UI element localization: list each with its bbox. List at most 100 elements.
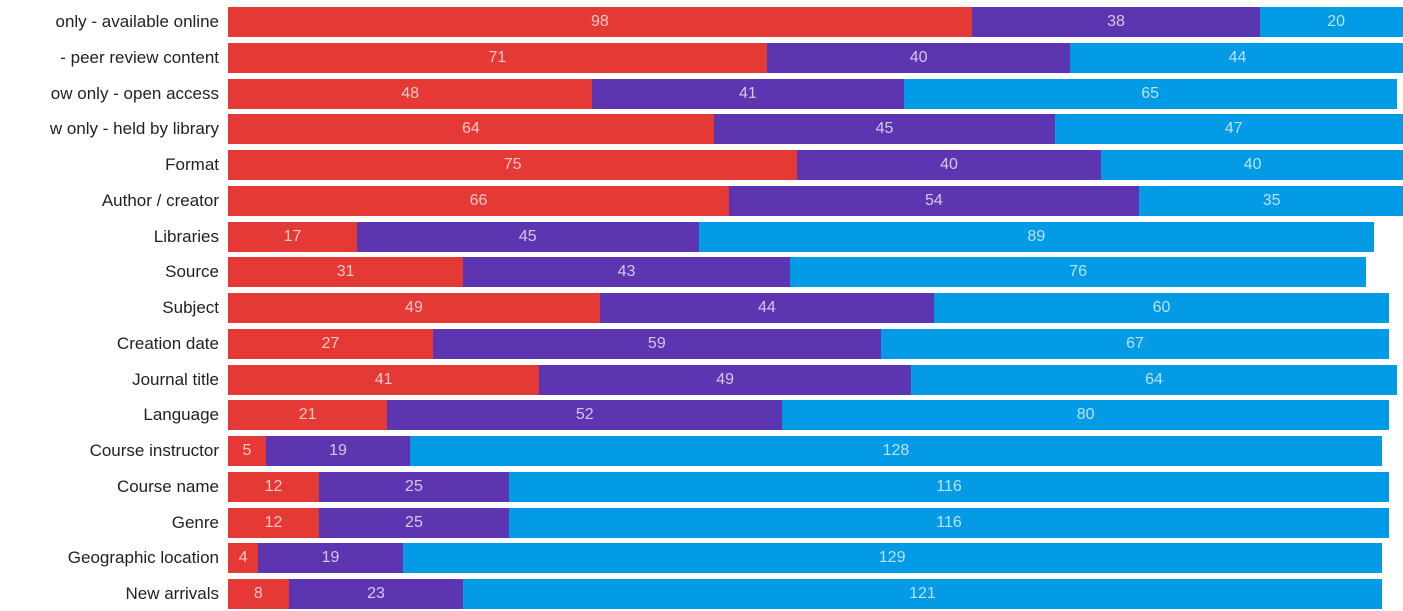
data-label: 64 xyxy=(461,120,480,138)
bar-segment-series-2 xyxy=(599,293,934,323)
data-label: 66 xyxy=(469,191,488,209)
data-label: 48 xyxy=(401,84,420,102)
category-label: Source xyxy=(165,262,219,282)
data-label: 89 xyxy=(1027,227,1046,245)
bar-segment-series-2 xyxy=(713,114,1056,145)
data-label: 27 xyxy=(321,334,340,352)
bar-segment-series-3 xyxy=(1100,150,1403,180)
bar-segment-series-2 xyxy=(797,150,1101,180)
data-label: 60 xyxy=(1152,299,1171,316)
data-label: 121 xyxy=(909,585,936,602)
bar-segment-series-3 xyxy=(698,221,1375,252)
data-label: 76 xyxy=(1069,263,1087,281)
data-label: 80 xyxy=(1076,406,1095,424)
data-label: 5 xyxy=(242,442,252,459)
data-label: 44 xyxy=(1228,48,1247,66)
data-label: 19 xyxy=(329,442,347,459)
bar-segment-series-3 xyxy=(1070,42,1403,73)
data-label: 49 xyxy=(716,370,735,388)
bar-segment-series-1 xyxy=(228,328,433,359)
bar-segment-series-3 xyxy=(782,400,1390,431)
data-label: 41 xyxy=(739,84,757,102)
bar-segment-series-3 xyxy=(508,507,1390,538)
data-label: 12 xyxy=(264,513,283,531)
data-label: 40 xyxy=(1243,156,1262,173)
bar-segment-series-1 xyxy=(228,7,972,37)
bar-segment-series-1 xyxy=(228,543,259,574)
bar-segment-series-1 xyxy=(228,293,600,323)
data-label: 52 xyxy=(575,406,594,424)
data-label: 41 xyxy=(374,370,393,388)
data-label: 43 xyxy=(617,263,636,281)
bar-segment-series-3 xyxy=(880,328,1390,359)
data-label: 4 xyxy=(238,549,248,567)
bar-segment-series-3 xyxy=(1138,185,1403,216)
category-label: Course name xyxy=(116,476,219,496)
bar-segment-series-1 xyxy=(228,42,767,73)
bar-segment-series-1 xyxy=(228,471,320,502)
data-label: 45 xyxy=(875,120,894,138)
category-label: Creation date xyxy=(116,333,219,353)
bar-segment-series-1 xyxy=(228,400,388,431)
data-label: 116 xyxy=(936,513,962,531)
bar-segment-series-1 xyxy=(228,507,320,538)
data-label: 47 xyxy=(1224,120,1243,138)
data-label: 129 xyxy=(878,549,906,567)
data-label: 17 xyxy=(283,227,302,245)
data-label: 44 xyxy=(757,299,776,316)
bar-segment-series-2 xyxy=(387,400,783,431)
bar-segment-series-3 xyxy=(789,257,1367,288)
category-label: Format xyxy=(165,155,219,174)
bar-segment-series-2 xyxy=(592,78,904,109)
category-label: Genre xyxy=(171,512,219,532)
bar-segment-series-2 xyxy=(766,42,1071,73)
category-label: Author / creator xyxy=(101,190,219,210)
data-label: 38 xyxy=(1107,13,1125,30)
bar-segment-series-3 xyxy=(903,78,1397,109)
bar-segment-series-1 xyxy=(228,221,358,252)
data-label: 8 xyxy=(253,585,263,602)
bar-segment-series-3 xyxy=(402,543,1382,574)
bar-segment-series-1 xyxy=(228,579,289,609)
category-label: ow only - open access xyxy=(50,83,219,103)
data-label: 31 xyxy=(336,263,355,281)
data-label: 25 xyxy=(405,477,423,495)
data-label: 23 xyxy=(367,585,385,602)
bar-segment-series-1 xyxy=(228,78,593,109)
bar-segment-series-1 xyxy=(228,364,540,395)
data-label: 45 xyxy=(518,227,537,245)
data-label: 20 xyxy=(1327,13,1346,30)
data-label: 75 xyxy=(503,156,522,173)
bar-segment-series-2 xyxy=(288,579,464,609)
bar-segment-series-1 xyxy=(228,114,714,145)
category-label: Language xyxy=(143,405,219,425)
data-label: 64 xyxy=(1145,370,1163,388)
data-label: 116 xyxy=(936,477,962,495)
bar-segment-series-1 xyxy=(228,436,266,466)
category-label: - peer review content xyxy=(60,47,219,67)
bar-segment-series-3 xyxy=(463,579,1382,609)
category-label: New arrivals xyxy=(125,584,219,603)
category-label: Subject xyxy=(162,298,219,317)
bar-segment-series-2 xyxy=(971,7,1261,37)
category-label: Libraries xyxy=(153,226,219,246)
bar-segment-series-2 xyxy=(319,471,509,502)
data-label: 25 xyxy=(405,513,423,531)
data-label: 49 xyxy=(405,299,423,316)
bar-segment-series-2 xyxy=(319,507,509,538)
data-label: 54 xyxy=(924,191,943,209)
bar-segment-series-3 xyxy=(933,293,1390,323)
category-label: only - available online xyxy=(55,12,220,31)
bar-segment-series-2 xyxy=(357,221,699,252)
data-label: 59 xyxy=(647,334,666,352)
data-label: 128 xyxy=(882,442,910,459)
bar-segment-series-3 xyxy=(410,436,1382,466)
bar-segment-series-2 xyxy=(728,185,1139,216)
bar-segment-series-3 xyxy=(1055,114,1403,145)
category-label: w only - held by library xyxy=(49,119,219,139)
bar-segment-series-2 xyxy=(539,364,912,395)
bar-segment-series-1 xyxy=(228,257,464,288)
data-label: 35 xyxy=(1262,191,1281,209)
category-label: Geographic location xyxy=(67,548,219,568)
bar-segment-series-2 xyxy=(463,257,790,288)
